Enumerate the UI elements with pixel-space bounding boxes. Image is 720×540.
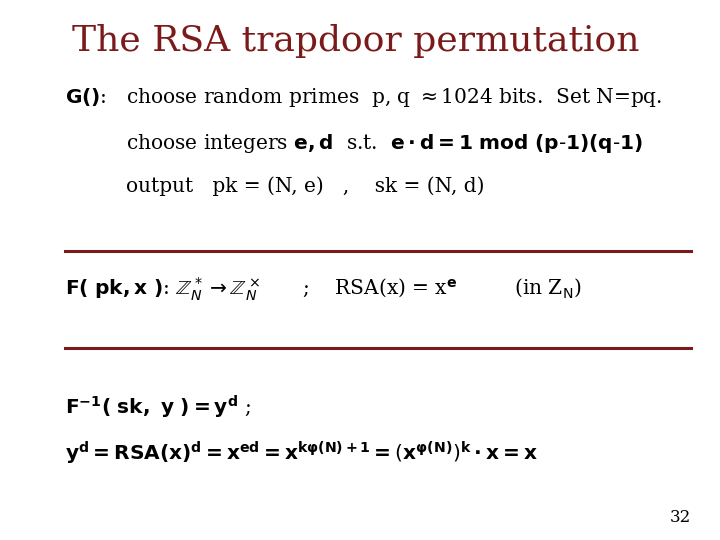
Text: $\mathbf{G()}$:: $\mathbf{G()}$:	[65, 86, 107, 109]
Text: choose integers $\mathbf{e,d}$  s.t.  $\mathbf{e \cdot d = 1\ mod\ (p\text{-}1)(: choose integers $\mathbf{e,d}$ s.t. $\ma…	[126, 132, 643, 156]
Text: output   pk = (N, e)   ,    sk = (N, d): output pk = (N, e) , sk = (N, d)	[126, 177, 485, 196]
Text: $\mathbf{F^{-1}(\ sk,\ y\ ) = y^d}$ ;: $\mathbf{F^{-1}(\ sk,\ y\ ) = y^d}$ ;	[65, 394, 251, 421]
Text: $\mathbf{F(\ pk, x\ )}$: $\mathbb{Z}_N^* \rightarrow \mathbb{Z}_N^\times$      ;: $\mathbf{F(\ pk, x\ )}$: $\mathbb{Z}_N^*…	[65, 275, 581, 303]
Text: choose random primes  p, q $\approx$1024 bits.  Set N=pq.: choose random primes p, q $\approx$1024 …	[126, 86, 662, 110]
Text: $\mathbf{y^d = RSA(x)^d = x^{ed} = x^{k\varphi(N)+1} = \left(x^{\varphi(N)}\righ: $\mathbf{y^d = RSA(x)^d = x^{ed} = x^{k\…	[65, 440, 538, 467]
Text: The RSA trapdoor permutation: The RSA trapdoor permutation	[72, 24, 639, 58]
Text: 32: 32	[670, 510, 691, 526]
